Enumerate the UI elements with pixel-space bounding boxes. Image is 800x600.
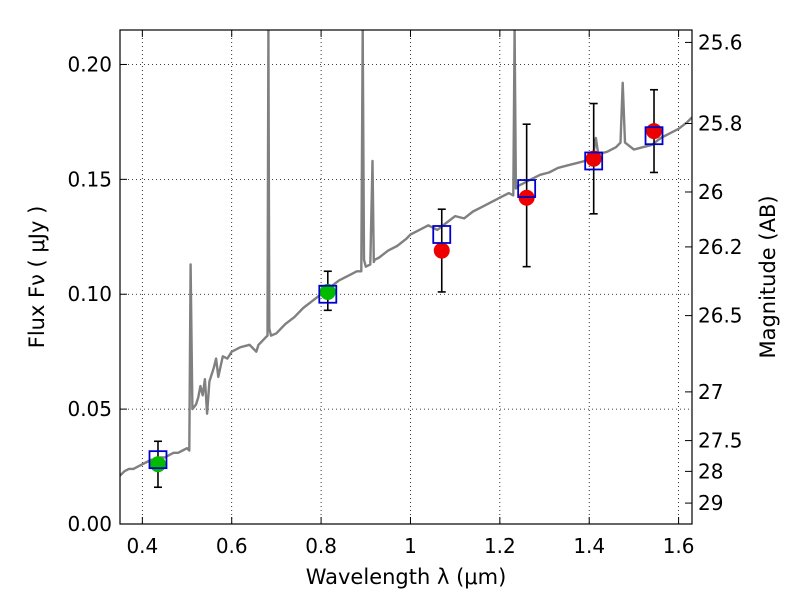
y-axis-label-right: Magnitude (AB) [756,195,780,358]
x-tick-label: 0.6 [216,534,248,558]
x-tick-label: 0.8 [305,534,337,558]
x-tick-label: 1 [404,534,417,558]
model-point-square [584,151,604,171]
mag-tick-label: 28 [698,459,723,483]
observed-point-green [149,456,166,473]
mag-tick-label: 29 [698,491,723,515]
plot-frame [119,29,693,525]
plot-area [120,30,692,489]
y-tick-label: 0.20 [67,52,112,76]
x-tick-label: 0.4 [126,534,158,558]
x-tick-label: 1.4 [573,534,605,558]
spectrum-line [120,30,692,477]
x-axis-label: Wavelength λ (μm) [306,565,507,589]
mag-tick-label: 27.5 [698,429,743,453]
mag-tick-label: 27 [698,380,723,404]
mag-tick-label: 26.5 [698,304,743,328]
observed-point-red [646,123,663,140]
observed-point-red [433,242,450,259]
mag-tick-label: 26.2 [698,235,743,259]
y-tick-label: 0.10 [67,282,112,306]
mag-tick-label: 25.6 [698,30,743,54]
x-tick-label: 1.2 [484,534,516,558]
mag-tick-label: 26 [698,180,723,204]
y-tick-label: 0.00 [67,512,112,536]
y-tick-label: 0.05 [67,397,112,421]
model-point-square [644,126,664,146]
y-tick-label: 0.15 [67,167,112,191]
model-point-square [148,450,168,470]
model-point-square [432,225,452,244]
mag-tick-label: 25.8 [698,112,743,136]
observed-point-red [585,150,602,167]
model-point-square [517,179,537,198]
axes-ticks: 0.4 0.6 0.8 1 1.2 1.4 1.6 0.00 0.05 0.10 0.15 0.20 2… [67,30,743,558]
y-axis-label-left: Flux Fν ( μJy ) [25,206,49,349]
grid [120,30,692,525]
model-point-square [318,284,338,304]
x-tick-label: 1.6 [663,534,695,558]
observed-point-green [319,283,336,300]
